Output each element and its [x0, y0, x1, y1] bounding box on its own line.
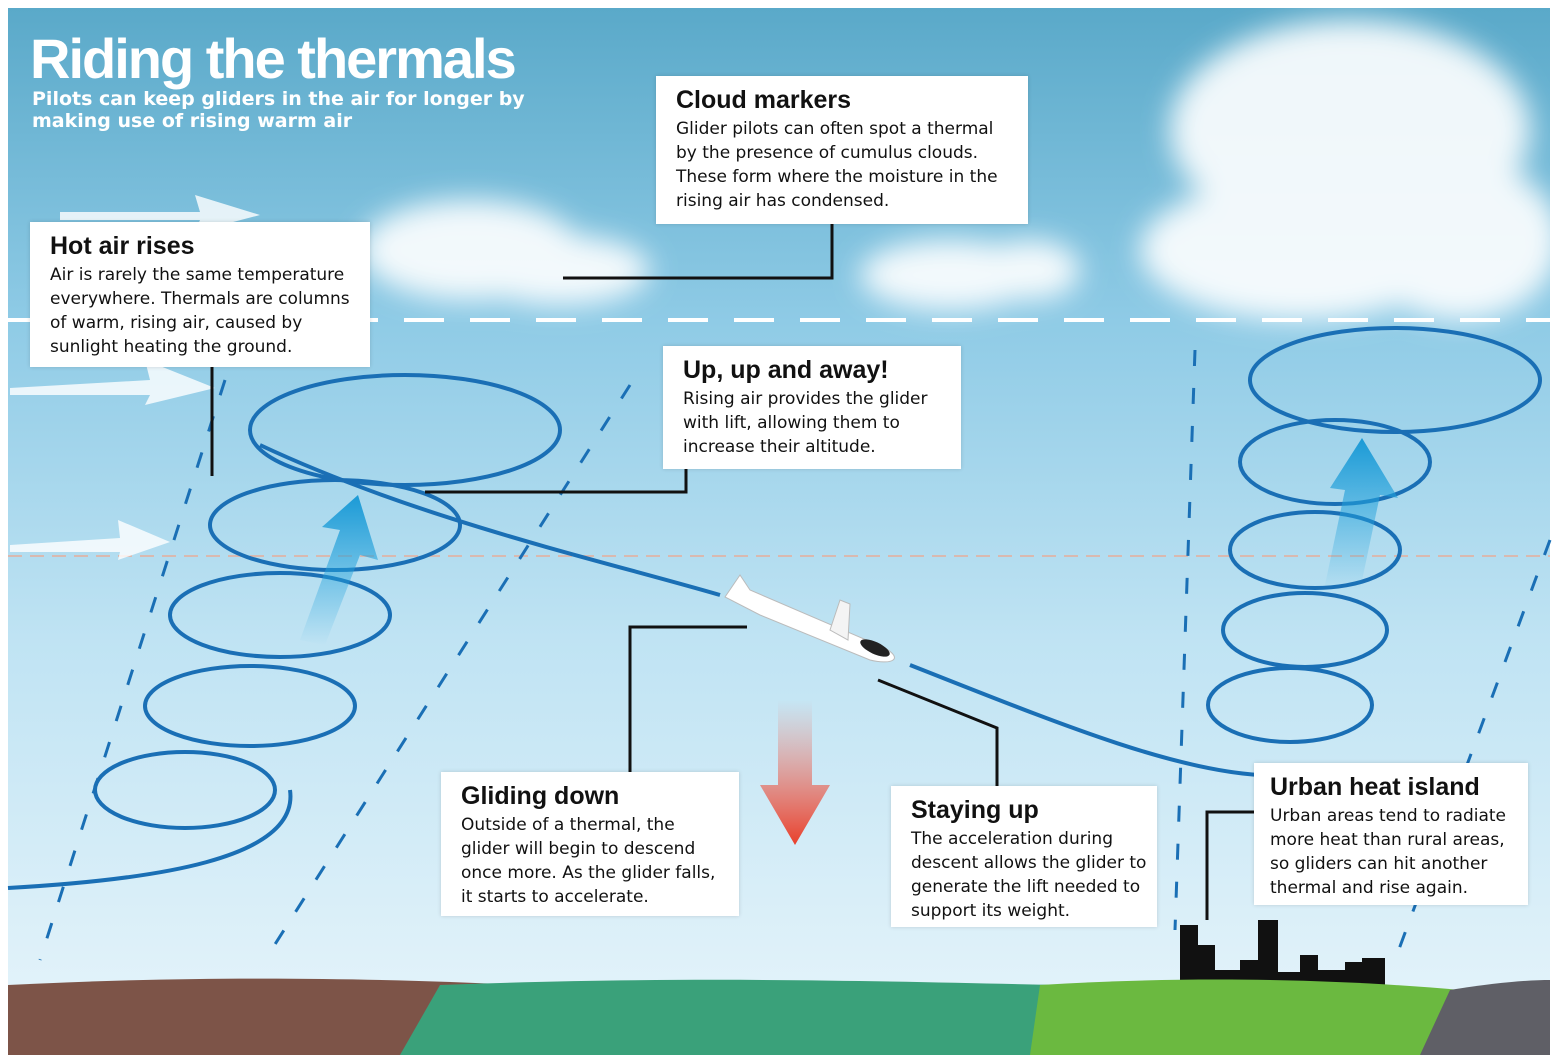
callout-heading: Urban heat island — [1270, 773, 1518, 802]
callout-heading: Hot air rises — [50, 232, 352, 261]
callout: Hot air rises Air is rarely the same tem… — [30, 222, 370, 367]
callout-heading: Cloud markers — [676, 86, 1010, 115]
title: Riding the thermals — [30, 28, 515, 90]
callout-heading: Up, up and away! — [683, 356, 943, 385]
subtitle: Pilots can keep gliders in the air for l… — [32, 88, 552, 132]
callout-text: Rising air provides the glider with lift… — [683, 387, 943, 459]
callout-text: The acceleration during descent allows t… — [911, 827, 1147, 923]
callout-text: Urban areas tend to radiate more heat th… — [1270, 804, 1518, 900]
callout: Cloud markers Glider pilots can often sp… — [656, 76, 1028, 224]
ground — [8, 979, 1550, 1055]
callout: Urban heat island Urban areas tend to ra… — [1254, 763, 1528, 905]
callout: Staying up The acceleration during desce… — [891, 786, 1157, 927]
callout-heading: Gliding down — [461, 782, 721, 811]
callout-text: Air is rarely the same temperature every… — [50, 263, 352, 359]
callout: Up, up and away! Rising air provides the… — [663, 346, 961, 469]
callout: Gliding down Outside of a thermal, the g… — [441, 772, 739, 916]
callout-text: Outside of a thermal, the glider will be… — [461, 813, 721, 909]
callout-text: Glider pilots can often spot a thermal b… — [676, 117, 1010, 213]
page: Riding the thermals Pilots can keep glid… — [0, 0, 1558, 1055]
callout-heading: Staying up — [911, 796, 1147, 825]
